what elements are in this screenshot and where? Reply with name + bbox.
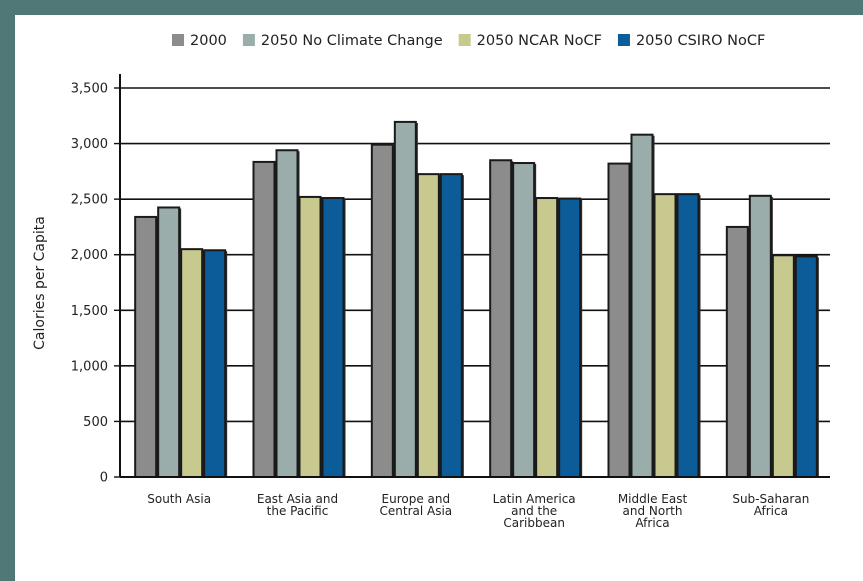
bar [275, 149, 299, 479]
bar [607, 162, 631, 478]
legend: 2000 2050 No Climate Change 2050 NCAR NoCF… [172, 33, 765, 49]
bars [134, 120, 819, 479]
bar [771, 254, 795, 478]
y-tick-label: 2,000 [71, 248, 108, 263]
bar [653, 193, 677, 479]
bar [748, 194, 772, 479]
legend-label: 2050 No Climate Change [261, 33, 443, 49]
x-tick-label: Sub-Saharan Africa [732, 492, 809, 518]
bar [558, 197, 582, 479]
y-axis-ticks: 0 500 1,000 1,500 2,000 2,500 3,000 3,500 [71, 82, 120, 486]
y-tick-label: 2,500 [71, 193, 108, 208]
bar [489, 159, 513, 478]
x-tick-label: Europe and Central Asia [380, 492, 453, 518]
legend-label: 2000 [190, 33, 227, 49]
bar [794, 255, 818, 479]
y-tick-label: 0 [100, 471, 108, 486]
legend-swatch [172, 34, 184, 46]
gridlines [120, 87, 830, 423]
y-tick-label: 3,500 [71, 82, 108, 97]
bar [630, 133, 654, 478]
x-tick-label: Latin America and the Caribbean [493, 492, 576, 530]
bar [203, 249, 227, 478]
bar [512, 162, 536, 478]
bar [134, 215, 158, 478]
legend-swatch [458, 34, 471, 46]
x-axis-labels: South Asia East Asia and the Pacific Europe… [147, 492, 809, 530]
bar [252, 160, 276, 478]
y-tick-label: 3,000 [71, 137, 108, 152]
y-tick-label: 500 [83, 415, 108, 430]
x-tick-label: East Asia and the Pacific [257, 492, 338, 518]
bar [535, 197, 559, 478]
legend-label: 2050 CSIRO NoCF [636, 33, 765, 49]
bar [393, 120, 417, 479]
bar [725, 225, 749, 478]
legend-swatch [242, 34, 255, 46]
x-tick-label: Middle East and North Africa [618, 492, 688, 530]
bar [298, 195, 322, 478]
bar [676, 193, 700, 479]
y-tick-label: 1,000 [71, 359, 108, 374]
bar [157, 206, 181, 478]
legend-label: 2050 NCAR NoCF [477, 33, 602, 49]
bar [439, 173, 463, 478]
y-tick-label: 1,500 [71, 304, 108, 319]
y-axis-label: Calories per Capita [32, 216, 48, 350]
bar [180, 248, 204, 478]
bar [370, 143, 394, 478]
legend-swatch [617, 34, 630, 46]
axes [119, 74, 830, 478]
x-tick-label: South Asia [147, 492, 211, 506]
bar [416, 173, 440, 478]
bar [321, 197, 345, 478]
